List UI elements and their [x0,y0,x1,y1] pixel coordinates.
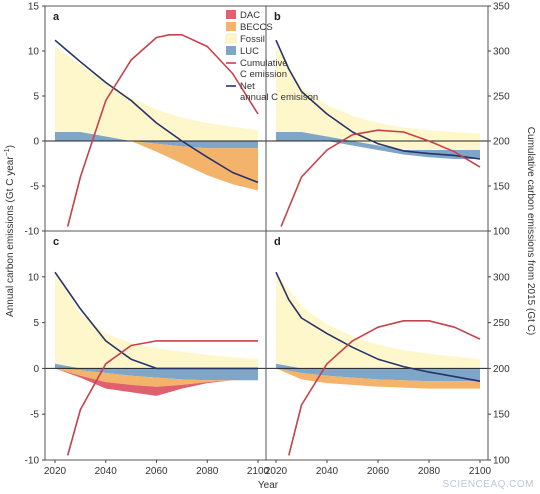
x-tick-label: 2100 [469,466,492,477]
panel-letter-c: c [53,236,59,248]
y-axis-label-left: Annual carbon emissions (Gt C year−1) [4,145,16,317]
y-axis-label-right: Cumulative carbon emissions from 2015 (G… [525,127,536,335]
x-axis-label: Year [258,480,279,491]
legend-swatch-beccs [226,22,236,31]
y-left-tick-label: 0 [33,137,39,148]
y-right-tick-label: 250 [493,318,510,329]
panels-layer: a b c d [44,5,489,461]
x-tick-label: 2020 [44,466,67,477]
panel-a: a [45,11,266,227]
net-annual-line-panel-c [54,271,258,370]
area-beccs-panel-a [55,141,258,191]
area-fossil-panel-d [276,272,480,369]
y-left-tick-label: 10 [28,272,40,283]
y-right-tick-label: 150 [493,182,510,193]
x-tick-label: 2040 [95,466,118,477]
y-right-tick-label: 200 [493,364,510,375]
x-tick-label: 2100 [247,466,270,477]
area-fossil-panel-b [276,46,480,150]
watermark: SCIENCEAQ.COM [442,479,534,490]
legend-label-beccs: BECCS [240,22,273,33]
cumulative-line-panel-a [66,34,259,227]
y-left-tick-label: 15 [28,2,40,13]
area-luc-panel-d [276,363,480,382]
y-right-tick-label: 200 [493,137,510,148]
axes-text-layer: -10 -5 0 5 10 15 -10 -5 0 5 10 100 150 200 250 300 350 10… [25,2,511,478]
y-right-tick-label: 100 [493,456,510,467]
y-left-tick-label: 5 [33,92,39,103]
y-left-tick-label: 5 [33,318,39,329]
x-tick-label: 2060 [367,466,390,477]
panel-b: b [266,11,488,227]
x-tick-label: 2080 [418,466,441,477]
legend-label-fossil: Fossil [240,34,265,45]
legend-swatch-dac [226,10,236,19]
y-left-tick-label: 10 [28,47,40,58]
y-right-tick-label: 300 [493,47,510,58]
y-right-tick-label: 150 [493,410,510,421]
panel-d: d [266,236,488,456]
legend-label-net: Net [240,81,255,92]
panel-letter-d: d [274,236,281,248]
x-tick-label: 2040 [316,466,339,477]
legend-swatch-fossil [225,33,237,44]
legend-swatch-luc [226,46,236,55]
y-right-tick-label: 350 [493,2,510,13]
area-beccs-panel-d [276,368,480,389]
area-fossil-panel-c [55,272,258,369]
area-luc-panel-c [55,363,258,381]
x-tick-label: 2060 [145,466,168,477]
net-annual-line-panel-b [275,39,481,160]
panel-letter-b: b [274,11,281,23]
legend-label-net: annual C emisison [240,92,318,103]
area-luc-panel-b [276,132,480,159]
area-luc-panel-a [55,132,258,149]
y-left-tick-label: -10 [25,227,40,238]
y-right-tick-label: 300 [493,272,510,283]
y-left-tick-label: -5 [30,410,39,421]
panel-letter-a: a [53,11,60,23]
y-right-tick-label: 100 [493,227,510,238]
y-left-tick-label: -5 [30,182,39,193]
legend-label-dac: DAC [240,10,260,21]
legend-label-cumulative: C emission [240,69,287,80]
legend-label-cumulative: Cumulative [240,58,288,69]
x-tick-label: 2080 [196,466,219,477]
cumulative-line-panel-b [280,129,481,227]
cumulative-line-panel-c [66,340,258,456]
x-tick-label: 2020 [265,466,288,477]
y-left-tick-label: -10 [25,456,40,467]
area-fossil-panel-a [55,46,258,141]
y-right-tick-label: 250 [493,92,510,103]
panel-c: c [45,236,266,456]
y-left-tick-label: 0 [33,364,39,375]
cumulative-line-panel-d [288,320,481,456]
legend-label-luc: LUC [240,46,259,57]
net-annual-line-panel-a [54,39,259,184]
area-beccs-panel-c [55,368,258,387]
net-annual-line-panel-d [275,271,481,382]
